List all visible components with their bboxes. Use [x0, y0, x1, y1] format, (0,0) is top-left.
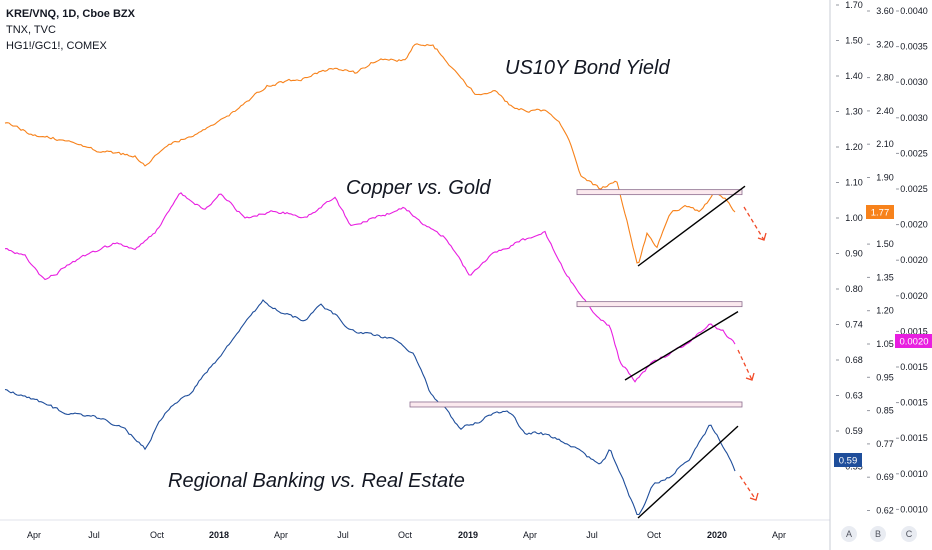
series-line-copper [4, 192, 736, 383]
y-tick-label: 0.0030 [900, 113, 928, 123]
y-tick-label: 1.70 [845, 0, 863, 10]
y-tick-label: 1.90 [876, 173, 894, 183]
y-tick-label: 0.0025 [900, 184, 928, 194]
last-value-label-bond: 1.77 [871, 208, 890, 219]
y-tick-label: 0.0015 [900, 326, 928, 336]
scale-b-button[interactable]: B [870, 526, 886, 542]
y-tick-label: 0.0020 [900, 255, 928, 265]
y-tick-label: 0.0030 [900, 77, 928, 87]
x-tick-label: Apr [274, 530, 288, 540]
legend-copper-gold-symbol[interactable]: HG1!/GC1!, COMEX [6, 40, 107, 52]
y-tick-label: 0.63 [845, 391, 863, 401]
legend-main-symbol[interactable]: KRE/VNQ, 1D, Cboe BZX [6, 8, 135, 20]
y-tick-label: 0.0035 [900, 42, 928, 52]
y-tick-label: 0.62 [876, 506, 894, 516]
series-line-bond [4, 43, 736, 264]
series-line-banking [4, 299, 736, 516]
y-tick-label: 0.0040 [900, 6, 928, 16]
y-tick-label: 2.40 [876, 106, 894, 116]
bond-annotation: US10Y Bond Yield [505, 57, 670, 79]
y-tick-label: 0.0015 [900, 433, 928, 443]
forecast-arrowhead-bond [757, 232, 767, 241]
last-value-badge-banking [834, 453, 862, 467]
scale-a-button[interactable]: A [841, 526, 857, 542]
y-tick-label: 1.10 [845, 178, 863, 188]
y-tick-label: 0.85 [876, 406, 894, 416]
plot-area[interactable] [4, 43, 767, 519]
y-tick-label: 0.90 [845, 249, 863, 259]
y-tick-label: 0.68 [845, 355, 863, 365]
y-tick-label: 1.05 [876, 339, 894, 349]
forecast-arrowhead-copper [745, 372, 755, 381]
forecast-arrow-bond [743, 206, 765, 241]
y-tick-label: 0.95 [876, 372, 894, 382]
y-tick-label: 0.0020 [900, 291, 928, 301]
resistance-band-banking [409, 401, 743, 408]
x-tick-label: Jul [88, 530, 100, 540]
y-tick-label: 1.20 [845, 142, 863, 152]
support-trendline-bond [637, 185, 746, 267]
last-value-badge-copper [895, 334, 932, 348]
scale-c-button[interactable]: C [901, 526, 917, 542]
x-tick-label: 2019 [458, 530, 478, 540]
support-trendline-banking [637, 425, 739, 519]
y-tick-label: 0.59 [845, 426, 863, 436]
last-value-label-copper: 0.0020 [899, 337, 928, 348]
y-tick-label: 0.0010 [900, 469, 928, 479]
y-tick-label: 0.80 [845, 284, 863, 294]
copper-annotation: Copper vs. Gold [346, 177, 491, 199]
x-tick-label: Oct [150, 530, 165, 540]
y-tick-label: 1.00 [845, 213, 863, 223]
y-tick-label: 2.80 [876, 73, 894, 83]
y-tick-label: 0.0020 [900, 220, 928, 230]
last-value-badge-bond [866, 205, 894, 219]
y-tick-label: 0.0010 [900, 504, 928, 514]
forecast-arrow-copper [737, 349, 753, 381]
x-tick-label: Jul [586, 530, 598, 540]
y-tick-label: 1.40 [845, 71, 863, 81]
y-tick-label: 3.60 [876, 6, 894, 16]
forecast-arrowhead-banking [749, 492, 759, 501]
x-tick-label: Oct [647, 530, 662, 540]
forecast-arrow-banking [739, 475, 757, 501]
y-tick-label: 1.35 [876, 272, 894, 282]
x-tick-label: Apr [772, 530, 786, 540]
y-tick-label: 3.20 [876, 39, 894, 49]
y-tick-label: 0.0025 [900, 148, 928, 158]
y-tick-label: 1.20 [876, 306, 894, 316]
x-tick-label: Jul [337, 530, 349, 540]
support-trendline-copper [624, 311, 739, 381]
y-tick-label: 0.69 [876, 472, 894, 482]
legend: KRE/VNQ, 1D, Cboe BZX TNX, TVC HG1!/GC1!… [6, 6, 135, 54]
legend-tnx-symbol[interactable]: TNX, TVC [6, 24, 56, 36]
x-tick-label: Apr [27, 530, 41, 540]
time-axis[interactable]: Apr Jul Oct 2018 Apr Jul Oct 2019 Apr Jul Oct 2020 A… [0, 519, 830, 540]
price-scales[interactable]: 1.70 1.50 1.40 1.30 1.20 1.10 1.00 0.90 0.80 0.74… [829, 0, 932, 550]
x-tick-label: 2020 [707, 530, 727, 540]
y-tick-label: 0.0015 [900, 362, 928, 372]
y-tick-label: 1.50 [876, 239, 894, 249]
y-tick-label: 0.0015 [900, 398, 928, 408]
y-tick-label: 1.50 [845, 36, 863, 46]
resistance-band-bond [576, 189, 743, 196]
x-tick-label: Oct [398, 530, 413, 540]
y-tick-label: 1.30 [845, 107, 863, 117]
y-tick-label: 0.77 [876, 439, 894, 449]
banking-annotation: Regional Banking vs. Real Estate [168, 470, 465, 492]
last-value-label-banking: 0.59 [839, 456, 858, 467]
resistance-band-copper [576, 301, 743, 308]
x-tick-label: 2018 [209, 530, 229, 540]
y-tick-label: 2.10 [876, 139, 894, 149]
y-tick-label: 0.74 [845, 320, 863, 330]
x-tick-label: Apr [523, 530, 537, 540]
